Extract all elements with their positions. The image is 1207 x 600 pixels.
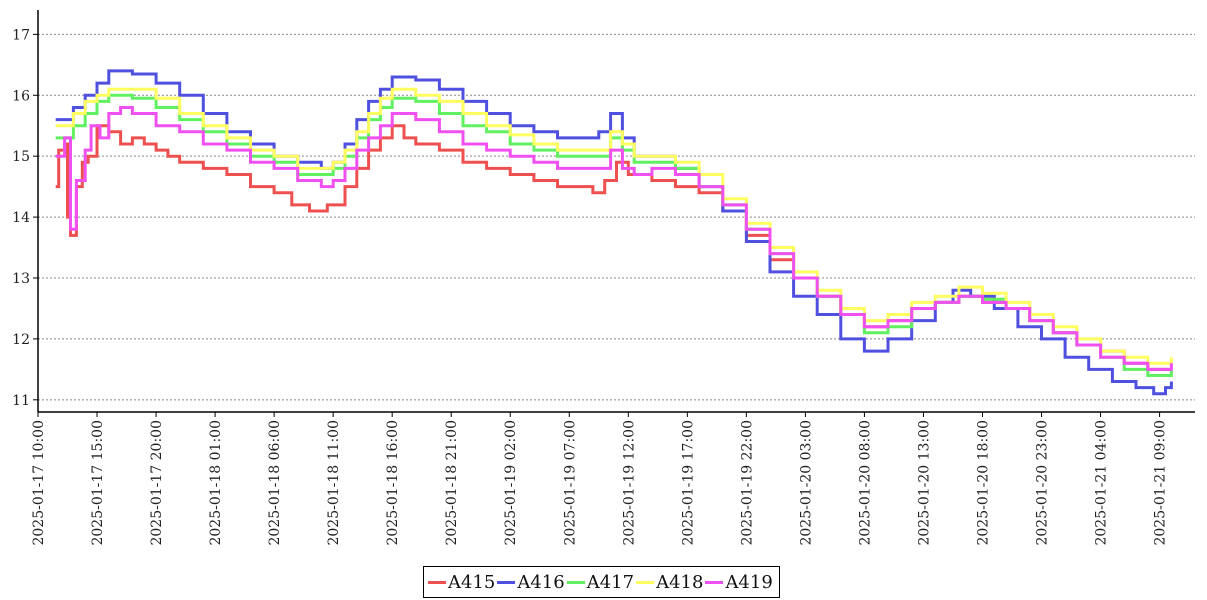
gridlines: [38, 33, 1195, 401]
legend-label: A416: [517, 571, 565, 593]
series-line-a417: [55, 93, 1173, 377]
x-tick-label: 2025-01-19 12:00: [621, 420, 637, 546]
y-tick-label: 17: [12, 27, 30, 43]
x-axis-ticks: 2025-01-17 10:00 2025-01-17 15:00 2025-01-…: [31, 412, 1169, 546]
x-tick-label: 2025-01-20 18:00: [975, 420, 991, 546]
legend-label: A417: [586, 571, 635, 593]
legend-label: A415: [448, 571, 496, 593]
x-tick-label: 2025-01-17 20:00: [149, 420, 165, 546]
x-tick-label: 2025-01-20 08:00: [857, 420, 873, 546]
x-tick-label: 2025-01-20 23:00: [1035, 420, 1051, 546]
x-tick-label: 2025-01-21 09:00: [1153, 420, 1169, 546]
y-tick-label: 13: [12, 271, 30, 287]
axes: [37, 10, 1195, 413]
series-lines: [55, 69, 1173, 396]
series-line-a416: [55, 69, 1173, 396]
legend-swatch: [497, 580, 516, 584]
x-tick-label: 2025-01-18 06:00: [267, 420, 283, 546]
x-tick-label: 2025-01-21 04:00: [1094, 420, 1110, 546]
legend-item-a416: A416: [497, 571, 565, 593]
x-tick-label: 2025-01-20 13:00: [916, 420, 932, 546]
x-tick-label: 2025-01-17 15:00: [90, 420, 106, 546]
legend-label: A419: [725, 571, 773, 593]
y-tick-label: 15: [12, 149, 30, 165]
y-tick-label: 16: [12, 88, 30, 104]
x-tick-label: 2025-01-20 03:00: [798, 420, 814, 546]
series-line-a419: [55, 106, 1173, 371]
x-tick-label: 2025-01-18 11:00: [326, 420, 342, 546]
x-tick-label: 2025-01-19 07:00: [562, 420, 578, 546]
series-line-a418: [55, 87, 1173, 365]
legend-item-a418: A418: [636, 572, 703, 593]
y-tick-label: 12: [12, 332, 30, 348]
y-axis-ticks: 11 12 13 14 15 16 17: [12, 27, 38, 409]
x-tick-label: 2025-01-19 17:00: [680, 420, 696, 546]
chart-legend: A415 A416 A417 A418 A419: [423, 566, 780, 598]
legend-item-a417: A417: [566, 571, 635, 593]
y-tick-label: 14: [12, 210, 30, 226]
legend-item-a419: A419: [705, 571, 773, 593]
x-tick-label: 2025-01-19 02:00: [503, 420, 519, 546]
legend-swatch: [636, 580, 655, 584]
legend-item-a415: A415: [428, 572, 495, 593]
legend-swatch: [705, 580, 724, 584]
x-tick-label: 2025-01-18 01:00: [208, 420, 224, 546]
legend-swatch: [566, 580, 585, 584]
x-tick-label: 2025-01-17 10:00: [31, 420, 47, 546]
legend-label: A418: [656, 571, 704, 593]
x-tick-label: 2025-01-18 16:00: [385, 420, 401, 546]
legend-swatch: [428, 580, 446, 584]
x-tick-label: 2025-01-18 21:00: [444, 420, 460, 546]
series-line-a415: [55, 124, 1172, 371]
y-tick-label: 11: [12, 393, 30, 409]
x-tick-label: 2025-01-19 22:00: [739, 420, 755, 546]
